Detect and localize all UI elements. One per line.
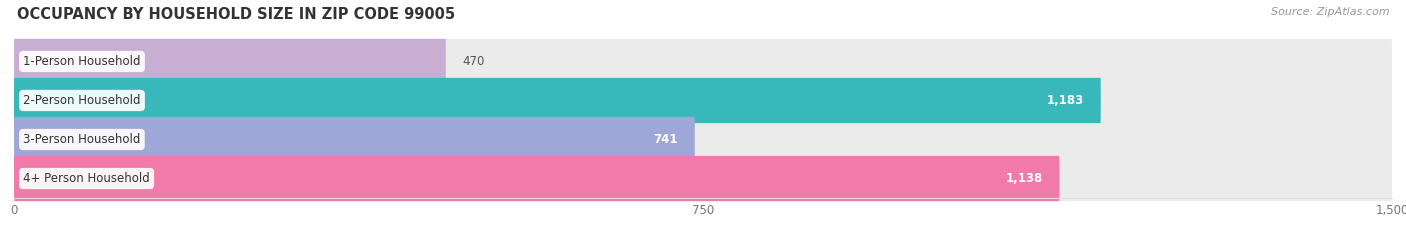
Text: 741: 741 [654, 133, 678, 146]
FancyBboxPatch shape [14, 39, 446, 84]
Text: 1-Person Household: 1-Person Household [24, 55, 141, 68]
Text: 3-Person Household: 3-Person Household [24, 133, 141, 146]
FancyBboxPatch shape [14, 78, 1392, 123]
FancyBboxPatch shape [14, 156, 1059, 201]
FancyBboxPatch shape [14, 117, 1392, 162]
FancyBboxPatch shape [14, 39, 1392, 84]
FancyBboxPatch shape [14, 78, 1101, 123]
FancyBboxPatch shape [14, 117, 695, 162]
Text: 470: 470 [463, 55, 485, 68]
FancyBboxPatch shape [14, 156, 1392, 201]
Text: 4+ Person Household: 4+ Person Household [24, 172, 150, 185]
Text: 2-Person Household: 2-Person Household [24, 94, 141, 107]
Text: 1,138: 1,138 [1005, 172, 1043, 185]
Text: Source: ZipAtlas.com: Source: ZipAtlas.com [1271, 7, 1389, 17]
Text: OCCUPANCY BY HOUSEHOLD SIZE IN ZIP CODE 99005: OCCUPANCY BY HOUSEHOLD SIZE IN ZIP CODE … [17, 7, 456, 22]
Text: 1,183: 1,183 [1047, 94, 1084, 107]
